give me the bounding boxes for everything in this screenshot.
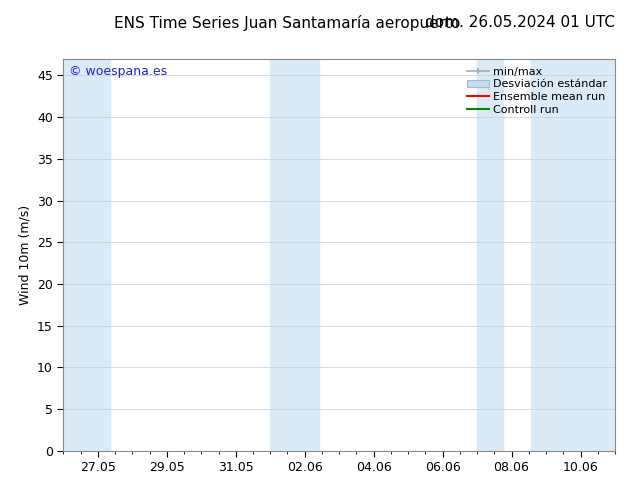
Bar	[531, 59, 615, 451]
Bar	[270, 59, 318, 451]
Text: ENS Time Series Juan Santamaría aeropuerto: ENS Time Series Juan Santamaría aeropuer…	[114, 15, 460, 31]
Text: dom. 26.05.2024 01 UTC: dom. 26.05.2024 01 UTC	[425, 15, 615, 30]
Y-axis label: Wind 10m (m/s): Wind 10m (m/s)	[18, 205, 32, 305]
Text: © woespana.es: © woespana.es	[69, 65, 167, 78]
Bar	[63, 59, 110, 451]
Bar	[477, 59, 503, 451]
Legend: min/max, Desviación estándar, Ensemble mean run, Controll run: min/max, Desviación estándar, Ensemble m…	[464, 64, 609, 117]
